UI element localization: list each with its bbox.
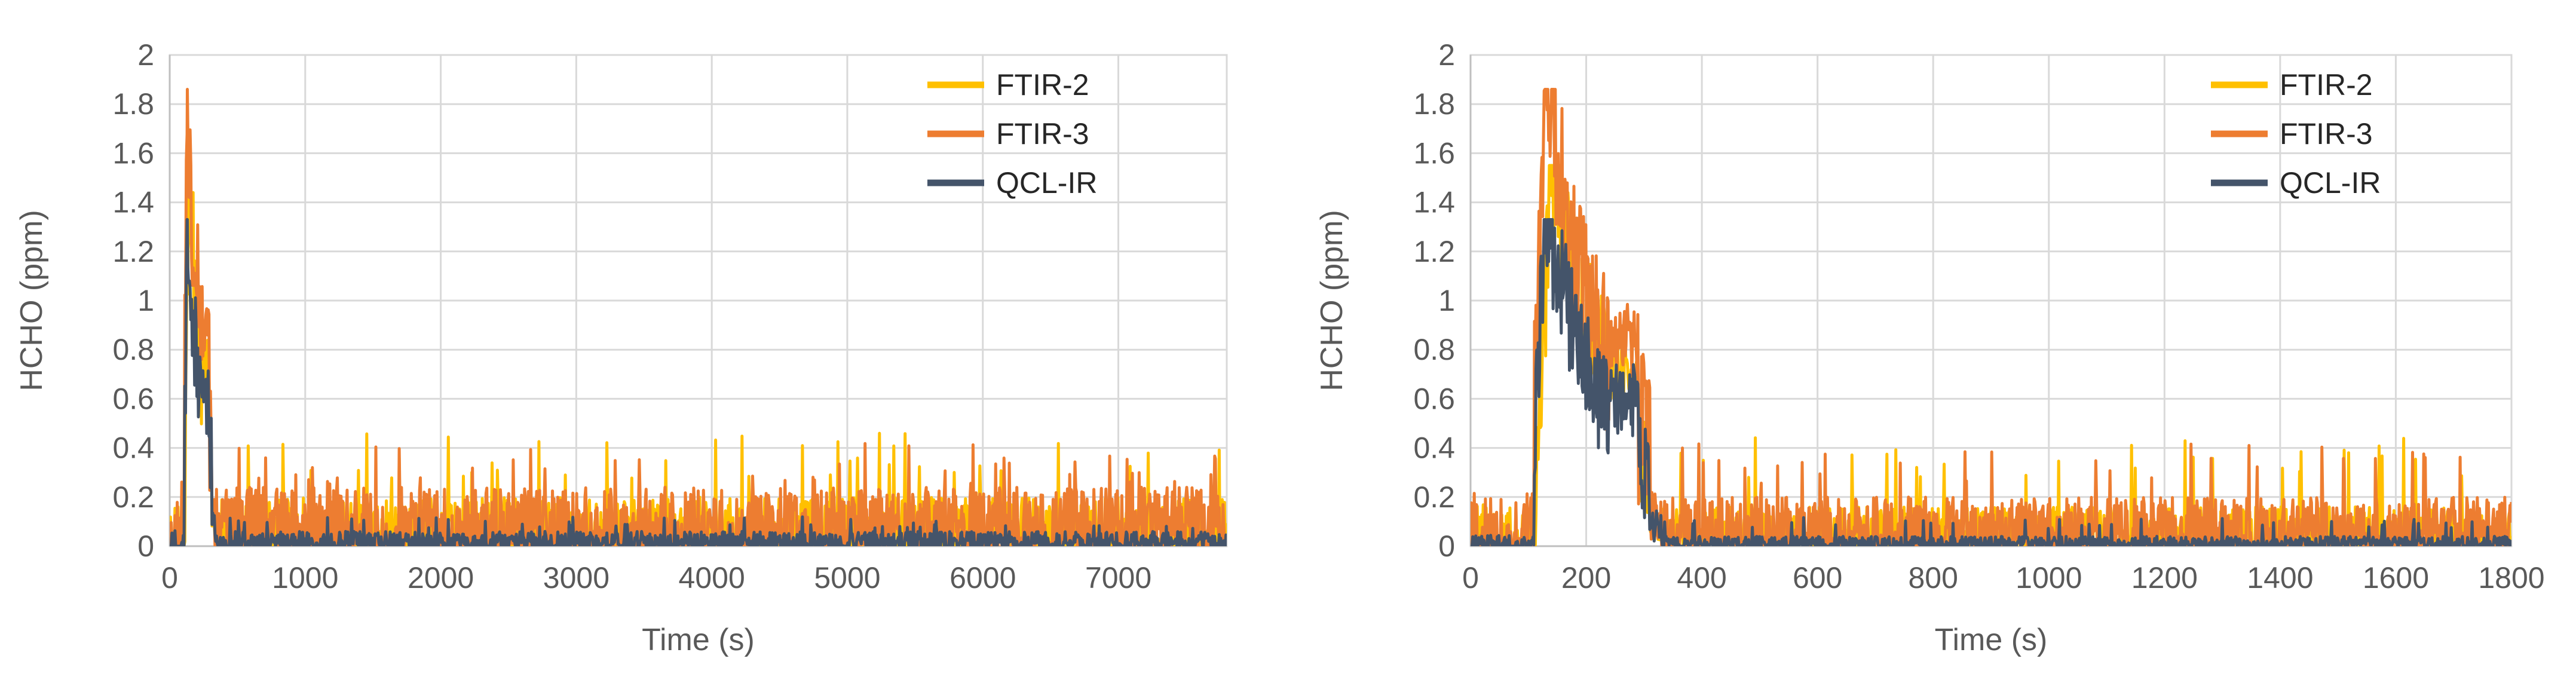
x-axis-title: Time (s): [642, 623, 755, 657]
x-tick-label: 800: [1909, 561, 1958, 595]
y-tick-label: 0: [1438, 529, 1455, 563]
y-tick-label: 0.2: [112, 480, 154, 514]
y-tick-label: 1.8: [112, 87, 154, 121]
y-tick-label: 1.4: [1413, 186, 1455, 219]
y-tick-label: 1.4: [112, 186, 154, 219]
x-tick-label: 1800: [2478, 561, 2544, 595]
x-tick-label: 200: [1561, 561, 1611, 595]
x-tick-label: 400: [1677, 561, 1726, 595]
y-tick-label: 0.8: [1413, 333, 1455, 366]
y-tick-label: 0.6: [112, 382, 154, 415]
y-axis-title: HCHO (ppm): [1315, 210, 1349, 391]
y-tick-label: 1: [1438, 284, 1455, 317]
chart-2: 0 0.2 0.4 0.6 0.8 1 1.2 1.4 1.6 1.8 2 0 200 400 600 800…: [1315, 38, 2545, 657]
x-tick-label: 3000: [543, 561, 609, 595]
x-tick-label: 7000: [1085, 561, 1151, 595]
y-tick-label: 1.6: [112, 136, 154, 170]
y-tick-label: 1.2: [112, 235, 154, 268]
y-tick-label: 0.4: [112, 431, 154, 465]
x-tick-label: 5000: [814, 561, 880, 595]
y-tick-label: 1.6: [1413, 136, 1455, 170]
x-tick-label: 0: [1462, 561, 1479, 595]
legend-label: FTIR-2: [996, 68, 1089, 102]
y-tick-label: 0.8: [112, 333, 154, 366]
legend-label: FTIR-3: [2280, 117, 2373, 151]
y-tick-label: 0: [137, 529, 154, 563]
x-tick-label: 6000: [949, 561, 1016, 595]
y-tick-label: 0.6: [1413, 382, 1455, 415]
x-tick-label: 1200: [2131, 561, 2198, 595]
y-tick-label: 0.4: [1413, 431, 1455, 465]
x-tick-label: 1000: [2016, 561, 2082, 595]
y-tick-label: 2: [1438, 38, 1455, 72]
y-tick-label: 1: [137, 284, 154, 317]
series-line-ftir-3: [1471, 88, 2511, 546]
x-tick-label: 1000: [272, 561, 338, 595]
x-tick-label: 4000: [679, 561, 745, 595]
legend-label: FTIR-3: [996, 117, 1089, 151]
legend-label: FTIR-2: [2280, 68, 2373, 102]
legend-label: QCL-IR: [2280, 166, 2381, 200]
chart-1: 0 0.2 0.4 0.6 0.8 1 1.2 1.4 1.6 1.8 2 0 1000 2000 3000…: [14, 38, 1228, 657]
legend-label: QCL-IR: [996, 166, 1097, 200]
x-tick-label: 2000: [408, 561, 474, 595]
x-tick-label: 1600: [2363, 561, 2429, 595]
y-tick-label: 1.2: [1413, 235, 1455, 268]
series-line-qcl-ir: [1471, 218, 2511, 546]
y-tick-label: 1.8: [1413, 87, 1455, 121]
y-tick-label: 0.2: [1413, 480, 1455, 514]
x-tick-label: 1400: [2247, 561, 2313, 595]
y-axis-title: HCHO (ppm): [14, 210, 49, 391]
x-tick-label: 0: [161, 561, 178, 595]
series-line-qcl-ir: [170, 218, 1227, 546]
y-tick-label: 2: [137, 38, 154, 72]
x-axis-title: Time (s): [1935, 623, 2048, 657]
x-tick-label: 600: [1793, 561, 1842, 595]
